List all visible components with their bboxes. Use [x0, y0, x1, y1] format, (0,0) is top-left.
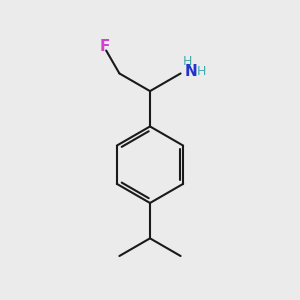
Text: F: F	[100, 39, 110, 54]
Text: H: H	[182, 55, 192, 68]
Text: N: N	[184, 64, 197, 80]
Text: H: H	[197, 65, 206, 79]
